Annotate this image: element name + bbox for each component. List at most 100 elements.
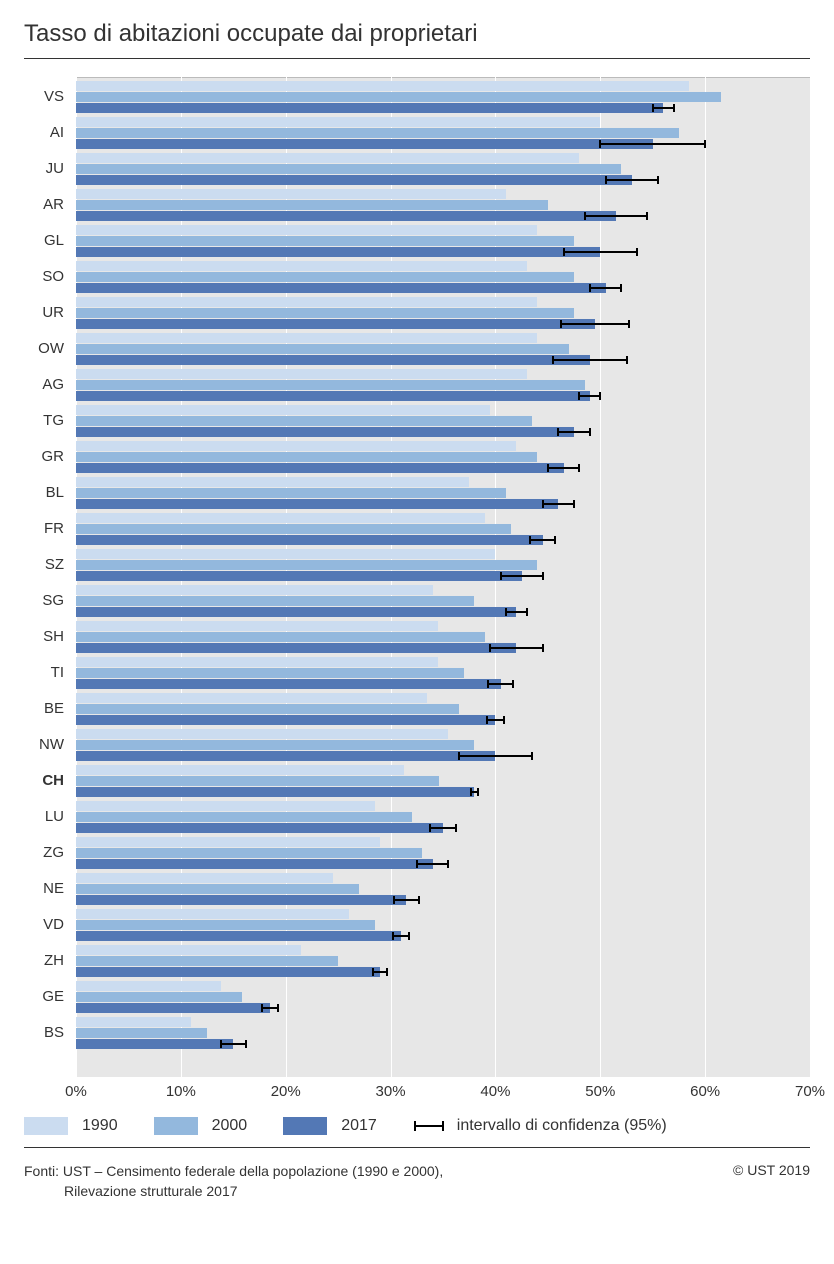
bar-y2017 bbox=[76, 391, 590, 401]
category-label: SZ bbox=[24, 556, 64, 573]
bar-y1990 bbox=[76, 909, 349, 919]
error-bar-cap bbox=[557, 428, 559, 436]
error-bar-cap bbox=[560, 320, 562, 328]
bar-y2000 bbox=[76, 668, 464, 678]
error-bar-cap bbox=[220, 1040, 222, 1048]
bar-y1990 bbox=[76, 513, 485, 523]
bar-y1990 bbox=[76, 477, 469, 487]
legend-1990: 1990 bbox=[24, 1117, 118, 1135]
bar-y2000 bbox=[76, 920, 375, 930]
error-bar-line bbox=[561, 323, 628, 325]
x-axis-tick-label: 10% bbox=[166, 1083, 196, 1100]
bar-y1990 bbox=[76, 441, 516, 451]
swatch-2000 bbox=[154, 1117, 198, 1135]
error-bar-cap bbox=[372, 968, 374, 976]
error-bar-line bbox=[543, 503, 574, 505]
bar-y1990 bbox=[76, 585, 433, 595]
bar-y2000 bbox=[76, 524, 511, 534]
error-bar-cap bbox=[500, 572, 502, 580]
bar-y2017 bbox=[76, 463, 564, 473]
bar-y1990 bbox=[76, 117, 600, 127]
bar-y2000 bbox=[76, 956, 338, 966]
bar-y1990 bbox=[76, 621, 438, 631]
error-bar-line bbox=[558, 431, 589, 433]
error-bar-line bbox=[585, 215, 648, 217]
bar-y2017 bbox=[76, 319, 595, 329]
legend-label-1990: 1990 bbox=[82, 1117, 118, 1135]
bar-y1990 bbox=[76, 297, 537, 307]
bar-y2017 bbox=[76, 715, 495, 725]
bar-y2000 bbox=[76, 416, 532, 426]
source-line-2: Rilevazione strutturale 2017 bbox=[24, 1183, 238, 1199]
bar-y2017 bbox=[76, 1039, 233, 1049]
bar-y1990 bbox=[76, 81, 689, 91]
bar-y2017 bbox=[76, 211, 616, 221]
chart-title: Tasso di abitazioni occupate dai proprie… bbox=[24, 20, 810, 48]
error-bar-cap bbox=[589, 284, 591, 292]
error-bar-line bbox=[553, 359, 626, 361]
bar-y1990 bbox=[76, 837, 380, 847]
bar-y2000 bbox=[76, 128, 679, 138]
error-bar-cap bbox=[526, 608, 528, 616]
error-bar-cap bbox=[429, 824, 431, 832]
bar-y2017 bbox=[76, 175, 632, 185]
category-label: SG bbox=[24, 592, 64, 609]
legend-2000: 2000 bbox=[154, 1117, 248, 1135]
error-bar-cap bbox=[386, 968, 388, 976]
bar-y2017 bbox=[76, 139, 653, 149]
bar-y2017 bbox=[76, 355, 590, 365]
error-bar-cap bbox=[626, 356, 628, 364]
error-bar-cap bbox=[552, 356, 554, 364]
error-bar-line bbox=[487, 719, 504, 721]
error-bar-cap bbox=[455, 824, 457, 832]
legend-divider bbox=[24, 1147, 810, 1148]
category-label: BS bbox=[24, 1024, 64, 1041]
error-bar-cap bbox=[418, 896, 420, 904]
error-bar-line bbox=[600, 143, 705, 145]
error-bar-line bbox=[530, 539, 555, 541]
error-bar-cap bbox=[486, 716, 488, 724]
error-bar-cap bbox=[646, 212, 648, 220]
error-bar-cap bbox=[477, 788, 479, 796]
bar-y1990 bbox=[76, 225, 537, 235]
bar-y2000 bbox=[76, 1028, 207, 1038]
error-bar-line bbox=[501, 575, 543, 577]
category-label: GL bbox=[24, 232, 64, 249]
category-label: GR bbox=[24, 448, 64, 465]
error-bar-cap bbox=[578, 464, 580, 472]
bar-y2017 bbox=[76, 1003, 270, 1013]
bar-y2000 bbox=[76, 704, 459, 714]
bar-chart: 0%10%20%30%40%50%60%70%VSAIJUARGLSOUROWA… bbox=[24, 77, 810, 1107]
category-label: FR bbox=[24, 520, 64, 537]
category-label: AI bbox=[24, 124, 64, 141]
bar-y2017 bbox=[76, 499, 558, 509]
error-bar-line bbox=[430, 827, 455, 829]
category-label: AR bbox=[24, 196, 64, 213]
bar-y2017 bbox=[76, 571, 522, 581]
bar-y1990 bbox=[76, 981, 221, 991]
error-bar-cap bbox=[458, 752, 460, 760]
error-bar-line bbox=[564, 251, 637, 253]
x-axis-tick-label: 40% bbox=[480, 1083, 510, 1100]
legend: 1990 2000 2017 intervallo di confidenza … bbox=[24, 1107, 810, 1141]
category-label: UR bbox=[24, 304, 64, 321]
bar-y2017 bbox=[76, 859, 433, 869]
legend-label-ci: intervallo di confidenza (95%) bbox=[457, 1117, 667, 1135]
bar-y1990 bbox=[76, 405, 490, 415]
category-label: TI bbox=[24, 664, 64, 681]
gridline bbox=[705, 77, 706, 1077]
bar-y2017 bbox=[76, 787, 474, 797]
bar-y2017 bbox=[76, 823, 443, 833]
bar-y1990 bbox=[76, 333, 537, 343]
error-bar-cap bbox=[578, 392, 580, 400]
error-bar-cap bbox=[554, 536, 556, 544]
bar-y1990 bbox=[76, 765, 404, 775]
bar-y1990 bbox=[76, 873, 333, 883]
bar-y1990 bbox=[76, 153, 579, 163]
error-bar-cap bbox=[393, 896, 395, 904]
error-bar-cap bbox=[408, 932, 410, 940]
bar-y2000 bbox=[76, 776, 439, 786]
legend-2017: 2017 bbox=[283, 1117, 377, 1135]
bar-y2000 bbox=[76, 560, 537, 570]
category-label: NW bbox=[24, 736, 64, 753]
